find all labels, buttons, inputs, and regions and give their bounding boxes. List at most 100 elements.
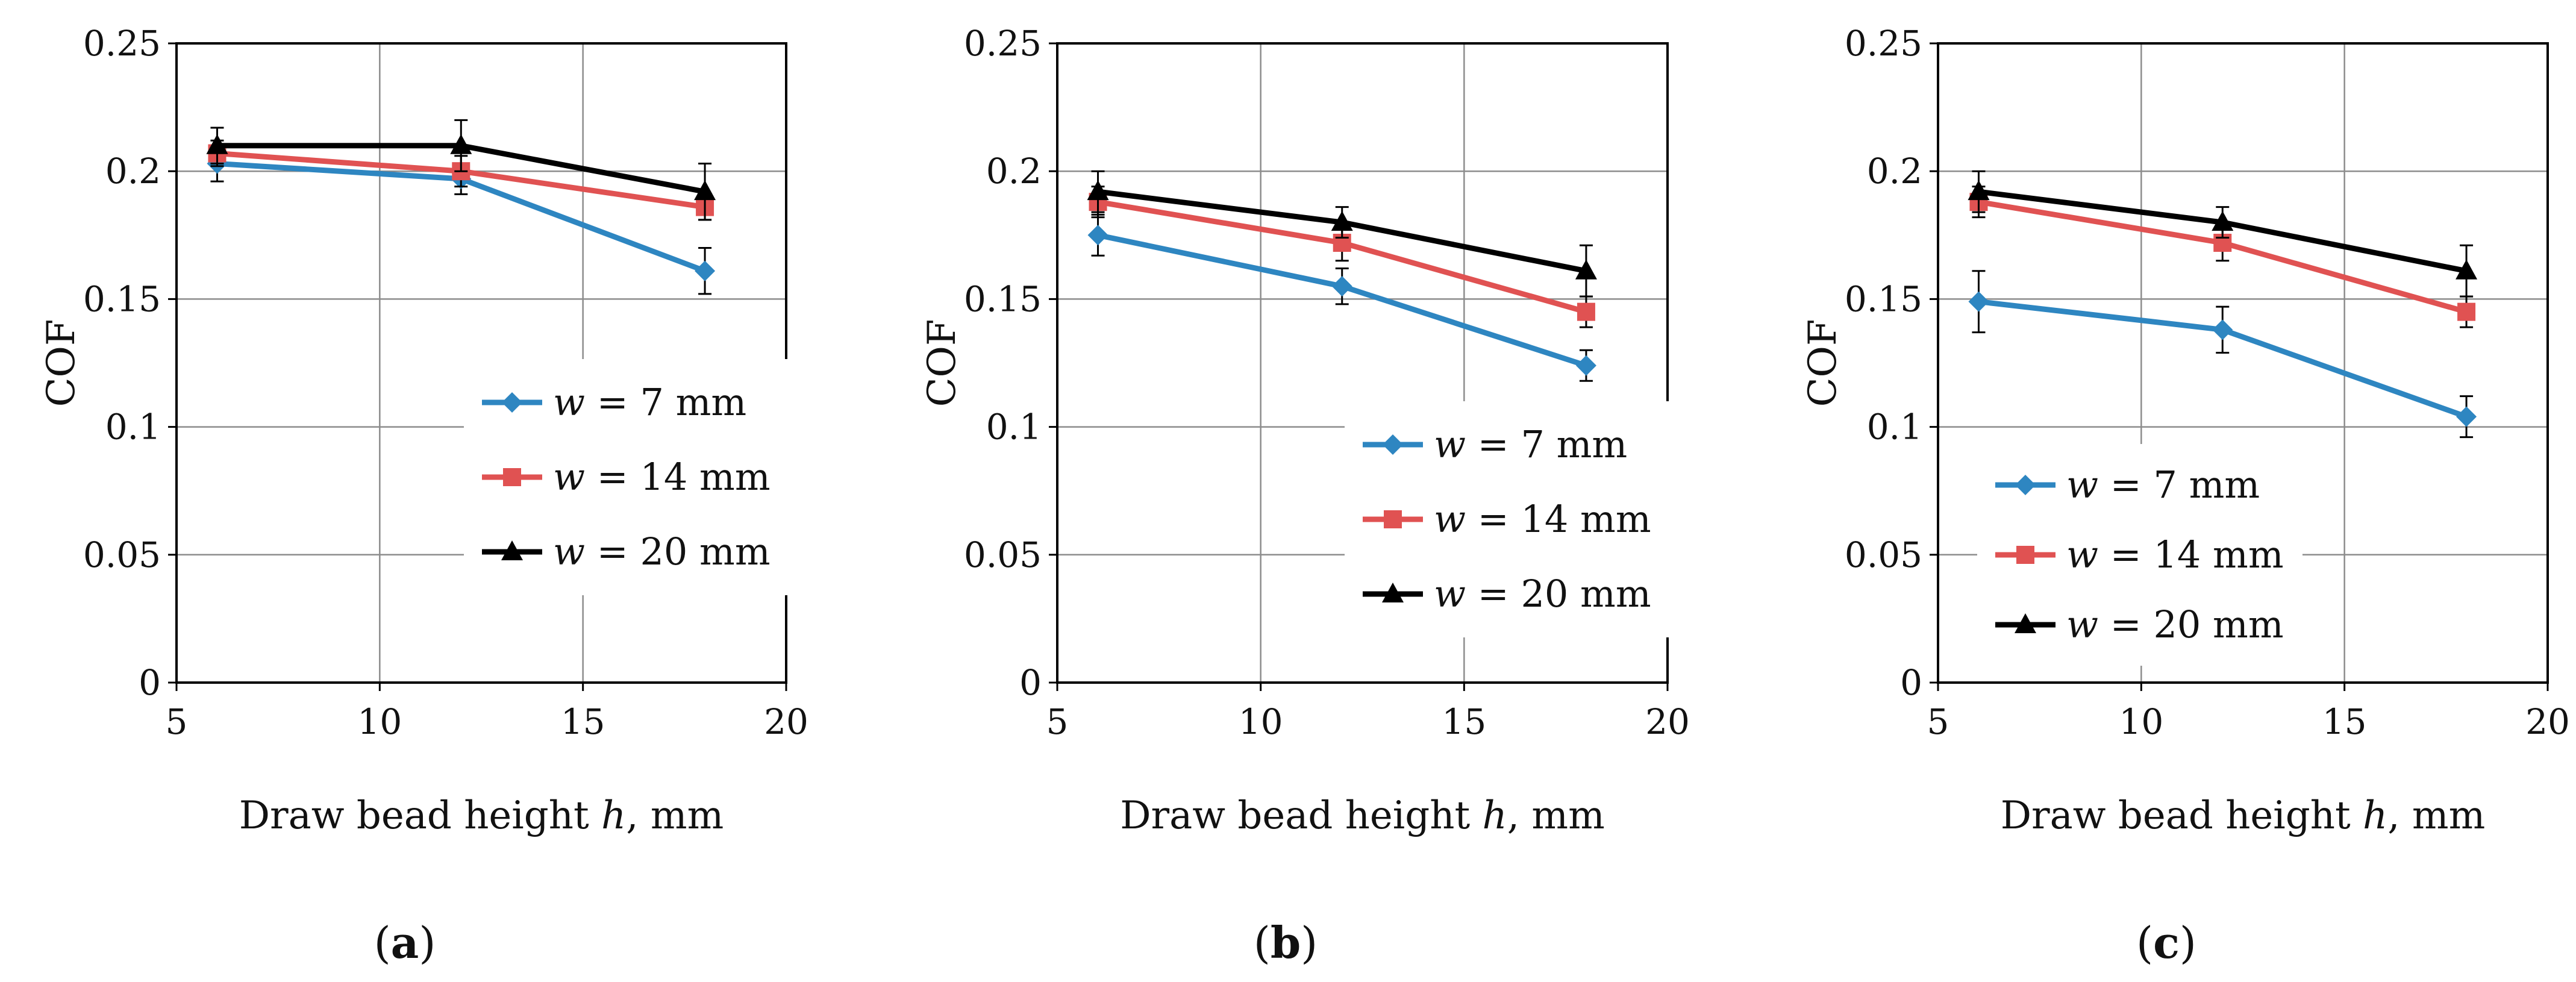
chart-a-data-point	[695, 260, 716, 281]
chart-b-legend-label-var: w	[1434, 497, 1466, 541]
chart-a-xtick-label: 10	[357, 701, 402, 742]
chart-a-panel-label: (a)	[374, 917, 436, 968]
chart-a-x-axis-title-unit: , mm	[626, 793, 724, 838]
chart-a-legend-label-text: = 7 mm	[585, 380, 746, 424]
chart-a-legend-label: w = 14 mm	[553, 455, 771, 499]
chart-c-panel-label-letter: c	[2153, 917, 2180, 968]
chart-c-legend-label: w = 7 mm	[2066, 463, 2260, 507]
chart-c-legend-label-text: = 14 mm	[2098, 533, 2284, 577]
chart-a-legend-label-var: w	[553, 380, 585, 424]
chart-c-legend-label: w = 14 mm	[2066, 533, 2284, 577]
chart-c-data-point	[1968, 291, 1989, 312]
chart-c-legend-marker	[2016, 546, 2034, 564]
chart-b-ytick-label: 0.05	[964, 534, 1042, 575]
chart-a-legend-marker	[501, 540, 523, 560]
chart-c-data-point	[2212, 319, 2233, 340]
chart-c-xtick-label: 10	[2119, 701, 2163, 742]
chart-c-legend-label: w = 20 mm	[2066, 602, 2284, 646]
chart-b-legend-marker	[1384, 510, 1402, 528]
chart-a-panel-label-open: (	[374, 918, 391, 968]
chart-c-legend: w = 7 mmw = 14 mmw = 20 mm	[1977, 444, 2302, 666]
chart-a-data-point	[694, 180, 716, 201]
chart-b-xtick-label: 10	[1239, 701, 1283, 742]
chart-b-legend-label-var: w	[1434, 572, 1466, 616]
chart-b-ytick-label: 0.25	[964, 23, 1042, 64]
chart-c-panel-label: (c)	[2136, 917, 2196, 968]
chart-b-legend-marker	[1383, 434, 1403, 455]
chart-b-data-point	[1331, 276, 1352, 297]
chart-a-legend-label-var: w	[553, 530, 585, 574]
chart-c-x-axis-title-var: h	[2363, 793, 2387, 838]
chart-b-x-axis-title-var: h	[1483, 793, 1507, 838]
chart-a-legend-label-var: w	[553, 455, 585, 499]
chart-a-legend-marker	[502, 392, 522, 413]
chart-c-legend-label-var: w	[2066, 463, 2098, 507]
chart-b-legend-label-text: = 7 mm	[1466, 422, 1627, 466]
chart-a-legend: w = 7 mmw = 14 mmw = 20 mm	[464, 359, 789, 595]
chart-a-ytick-label: 0.05	[83, 534, 161, 575]
chart-b-xtick-label: 20	[1645, 701, 1690, 742]
chart-c-legend-marker	[2015, 613, 2036, 633]
chart-b-data-point	[1575, 259, 1597, 280]
chart-c-plot-area	[1937, 42, 2549, 684]
chart-b-legend-label: w = 20 mm	[1434, 572, 1651, 616]
chart-a-panel-label-letter: a	[391, 917, 419, 968]
chart-a-x-axis-title: Draw bead height h, mm	[239, 793, 724, 838]
chart-b-data-point	[1331, 211, 1353, 231]
chart-a-panel-label-close: )	[419, 918, 436, 968]
chart-a-series-3	[206, 119, 716, 221]
chart-b-ytick-label: 0.2	[986, 151, 1042, 192]
chart-c-ytick-label: 0.1	[1867, 407, 1922, 448]
chart-b-ytick-label: 0.1	[986, 407, 1042, 448]
chart-a-data-point	[206, 134, 228, 154]
chart-c-x-axis-title-unit: , mm	[2387, 793, 2485, 838]
chart-b-panel-label-close: )	[1301, 918, 1318, 968]
chart-a-legend-label: w = 20 mm	[553, 530, 771, 574]
chart-c-x-axis-title: Draw bead height h, mm	[2001, 793, 2486, 838]
chart-a-ytick-label: 0.25	[83, 23, 161, 64]
chart-a-y-axis-title: COF	[39, 319, 84, 407]
chart-c-ytick-label: 0.2	[1867, 151, 1922, 192]
chart-b-xtick-label: 5	[1046, 701, 1069, 742]
chart-b-data-point	[1087, 225, 1108, 246]
chart-b-series-1	[1087, 213, 1596, 382]
chart-a-ytick-label: 0.1	[105, 407, 161, 448]
chart-c-legend-label-var: w	[2066, 602, 2098, 646]
chart-c-ytick-label: 0.05	[1845, 534, 1922, 575]
chart-a-ytick-label: 0	[139, 662, 161, 703]
chart-b-legend-label-text: = 14 mm	[1466, 497, 1651, 541]
chart-c-data-point	[2456, 259, 2478, 280]
chart-c-data-point	[1968, 180, 1990, 201]
chart-b-x-axis-title-text: Draw bead height	[1120, 793, 1482, 838]
chart-a-legend-label-text: = 14 mm	[585, 455, 771, 499]
chart-c-data-point	[2212, 211, 2234, 231]
chart-c-xtick-label: 20	[2525, 701, 2570, 742]
chart-a-panel: 0 0.05 0.1 0.15 0.2 0.25 5 10 15 20 Draw bead heig…	[39, 23, 808, 968]
chart-a-legend-label: w = 7 mm	[553, 380, 746, 424]
chart-c-panel: 0 0.05 0.1 0.15 0.2 0.25 5 10 15 20 Draw bead heig…	[1801, 23, 2570, 968]
chart-b-plot-area	[1056, 42, 1669, 684]
chart-b-panel-label: (b)	[1254, 917, 1318, 968]
chart-c-x-axis-title-text: Draw bead height	[2001, 793, 2363, 838]
chart-b-series-2	[1089, 186, 1595, 328]
chart-c-ytick-label: 0.15	[1845, 278, 1922, 319]
chart-b-series-3	[1087, 170, 1597, 298]
chart-c-xtick-label: 15	[2322, 701, 2367, 742]
chart-c-series-2	[1969, 186, 2476, 328]
chart-b-panel: 0 0.05 0.1 0.15 0.2 0.25 5 10 15 20 Draw bead heig…	[920, 23, 1690, 968]
chart-a-x-axis-title-var: h	[601, 793, 626, 838]
chart-c-ytick-label: 0.25	[1845, 23, 1922, 64]
chart-b-x-axis-title-unit: , mm	[1507, 793, 1605, 838]
chart-a-x-axis-title-text: Draw bead height	[239, 793, 601, 838]
chart-c-y-axis-title: COF	[1801, 319, 1845, 407]
chart-c-xtick-label: 5	[1927, 701, 1949, 742]
chart-b-panel-label-letter: b	[1271, 917, 1301, 968]
chart-b-data-point	[1087, 180, 1109, 201]
chart-b-data-point	[1577, 302, 1595, 321]
chart-c-legend-label-text: = 20 mm	[2098, 602, 2284, 646]
chart-c-legend-label-text: = 7 mm	[2098, 463, 2260, 507]
chart-b-xtick-label: 15	[1442, 701, 1486, 742]
chart-b-legend-label: w = 7 mm	[1434, 422, 1627, 466]
chart-a-xtick-label: 15	[561, 701, 605, 742]
